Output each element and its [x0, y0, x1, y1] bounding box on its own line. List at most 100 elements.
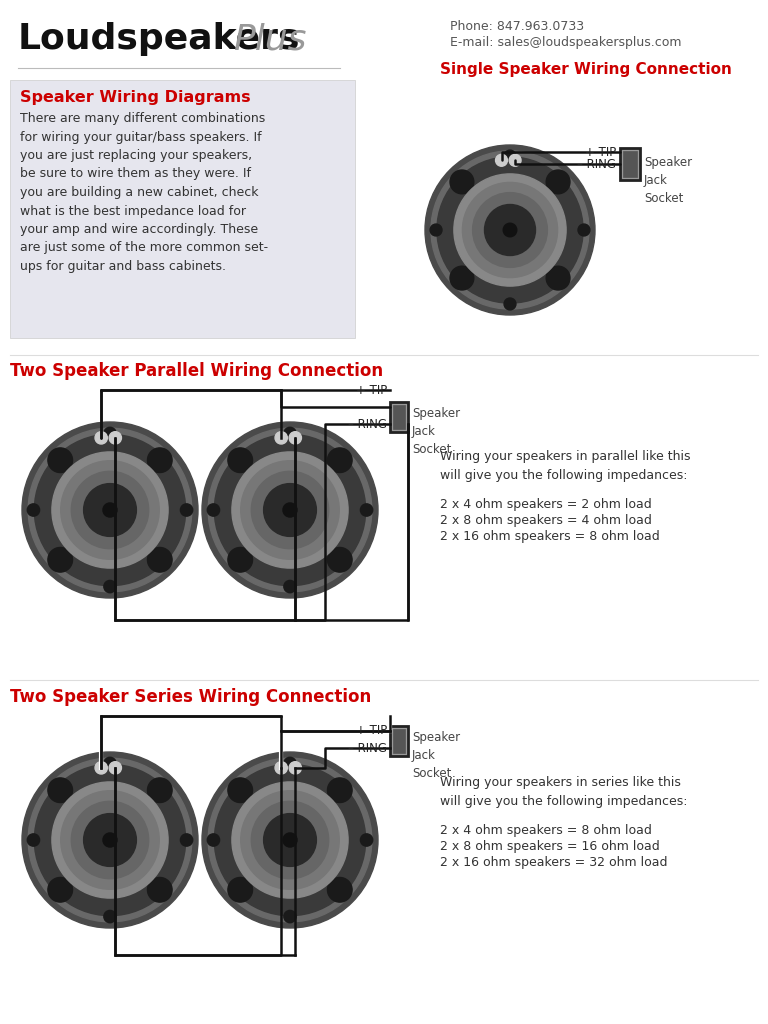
Bar — [623, 151, 637, 177]
Text: Speaker Wiring Diagrams: Speaker Wiring Diagrams — [20, 90, 250, 105]
Circle shape — [228, 447, 253, 472]
Circle shape — [284, 427, 296, 439]
Text: – RING: – RING — [577, 158, 616, 171]
Circle shape — [289, 762, 302, 774]
Text: 2 x 16 ohm speakers = 32 ohm load: 2 x 16 ohm speakers = 32 ohm load — [440, 856, 667, 869]
Circle shape — [462, 182, 558, 278]
Text: Speaker
Jack
Socket: Speaker Jack Socket — [644, 156, 692, 205]
Circle shape — [283, 503, 297, 517]
Text: E-mail: sales@loudspeakersplus.com: E-mail: sales@loudspeakersplus.com — [450, 36, 681, 49]
Circle shape — [228, 778, 253, 803]
Circle shape — [147, 548, 172, 572]
Text: Phone: 847.963.0733: Phone: 847.963.0733 — [450, 20, 584, 33]
Circle shape — [22, 422, 198, 598]
Circle shape — [232, 452, 348, 568]
Text: + TIP: + TIP — [584, 145, 616, 159]
Circle shape — [360, 504, 372, 516]
Bar — [393, 729, 405, 753]
Circle shape — [35, 764, 186, 915]
Circle shape — [284, 910, 296, 923]
Circle shape — [104, 581, 116, 593]
Circle shape — [84, 814, 137, 866]
Text: 2 x 4 ohm speakers = 8 ohm load: 2 x 4 ohm speakers = 8 ohm load — [440, 824, 652, 837]
Circle shape — [504, 298, 516, 310]
Circle shape — [104, 910, 116, 923]
Circle shape — [207, 504, 220, 516]
Circle shape — [103, 833, 117, 847]
Circle shape — [35, 434, 186, 586]
Circle shape — [263, 814, 316, 866]
Circle shape — [450, 266, 474, 290]
Circle shape — [275, 432, 287, 444]
Circle shape — [327, 778, 352, 803]
Text: 2 x 16 ohm speakers = 8 ohm load: 2 x 16 ohm speakers = 8 ohm load — [440, 530, 660, 543]
Circle shape — [437, 157, 583, 303]
Circle shape — [28, 758, 192, 922]
Circle shape — [251, 471, 329, 549]
Circle shape — [48, 447, 72, 472]
Bar — [620, 148, 640, 180]
Circle shape — [283, 833, 297, 847]
Circle shape — [28, 428, 192, 592]
Circle shape — [208, 758, 372, 922]
Circle shape — [52, 782, 168, 898]
Text: Plus: Plus — [233, 22, 306, 56]
Text: Wiring your speakers in series like this
will give you the following impedances:: Wiring your speakers in series like this… — [440, 776, 687, 808]
Circle shape — [327, 548, 352, 572]
Text: 2 x 8 ohm speakers = 4 ohm load: 2 x 8 ohm speakers = 4 ohm load — [440, 514, 652, 527]
Circle shape — [275, 762, 287, 774]
Circle shape — [48, 548, 72, 572]
Circle shape — [103, 503, 117, 517]
Circle shape — [284, 581, 296, 593]
Circle shape — [207, 834, 220, 846]
Text: + TIP: + TIP — [356, 384, 387, 396]
Circle shape — [546, 266, 570, 290]
Text: There are many different combinations
for wiring your guitar/bass speakers. If
y: There are many different combinations fo… — [20, 112, 268, 273]
Circle shape — [327, 447, 352, 472]
Circle shape — [240, 791, 339, 889]
Circle shape — [147, 447, 172, 472]
Text: – RING: – RING — [348, 418, 387, 430]
Circle shape — [95, 762, 108, 774]
Circle shape — [48, 878, 72, 902]
Circle shape — [147, 878, 172, 902]
Text: Two Speaker Parallel Wiring Connection: Two Speaker Parallel Wiring Connection — [10, 362, 383, 380]
Circle shape — [104, 427, 116, 439]
Circle shape — [214, 764, 366, 915]
Circle shape — [504, 151, 516, 162]
Circle shape — [485, 205, 535, 256]
Text: Loudspeakers: Loudspeakers — [18, 22, 300, 56]
Circle shape — [104, 758, 116, 770]
Text: Single Speaker Wiring Connection: Single Speaker Wiring Connection — [440, 62, 732, 77]
Text: Speaker
Jack
Socket: Speaker Jack Socket — [412, 407, 460, 456]
Circle shape — [263, 483, 316, 537]
Bar — [10, 80, 355, 338]
Circle shape — [503, 223, 517, 237]
Circle shape — [208, 428, 372, 592]
Circle shape — [284, 758, 296, 770]
Circle shape — [28, 504, 40, 516]
Circle shape — [472, 193, 548, 267]
Text: – RING: – RING — [348, 741, 387, 755]
Circle shape — [495, 155, 508, 166]
Circle shape — [109, 762, 121, 774]
Circle shape — [71, 471, 149, 549]
Circle shape — [95, 432, 108, 444]
Circle shape — [61, 461, 159, 559]
Circle shape — [71, 801, 149, 879]
Text: Wiring your speakers in parallel like this
will give you the following impedance: Wiring your speakers in parallel like th… — [440, 450, 690, 482]
Circle shape — [509, 155, 521, 166]
Circle shape — [430, 224, 442, 236]
Circle shape — [232, 782, 348, 898]
Circle shape — [202, 422, 378, 598]
Circle shape — [251, 801, 329, 879]
Circle shape — [578, 224, 590, 236]
Text: 2 x 8 ohm speakers = 16 ohm load: 2 x 8 ohm speakers = 16 ohm load — [440, 840, 660, 853]
Circle shape — [202, 752, 378, 928]
Circle shape — [180, 504, 193, 516]
Bar — [390, 402, 408, 432]
Circle shape — [228, 548, 253, 572]
Circle shape — [214, 434, 366, 586]
Circle shape — [240, 461, 339, 559]
Circle shape — [454, 174, 566, 286]
